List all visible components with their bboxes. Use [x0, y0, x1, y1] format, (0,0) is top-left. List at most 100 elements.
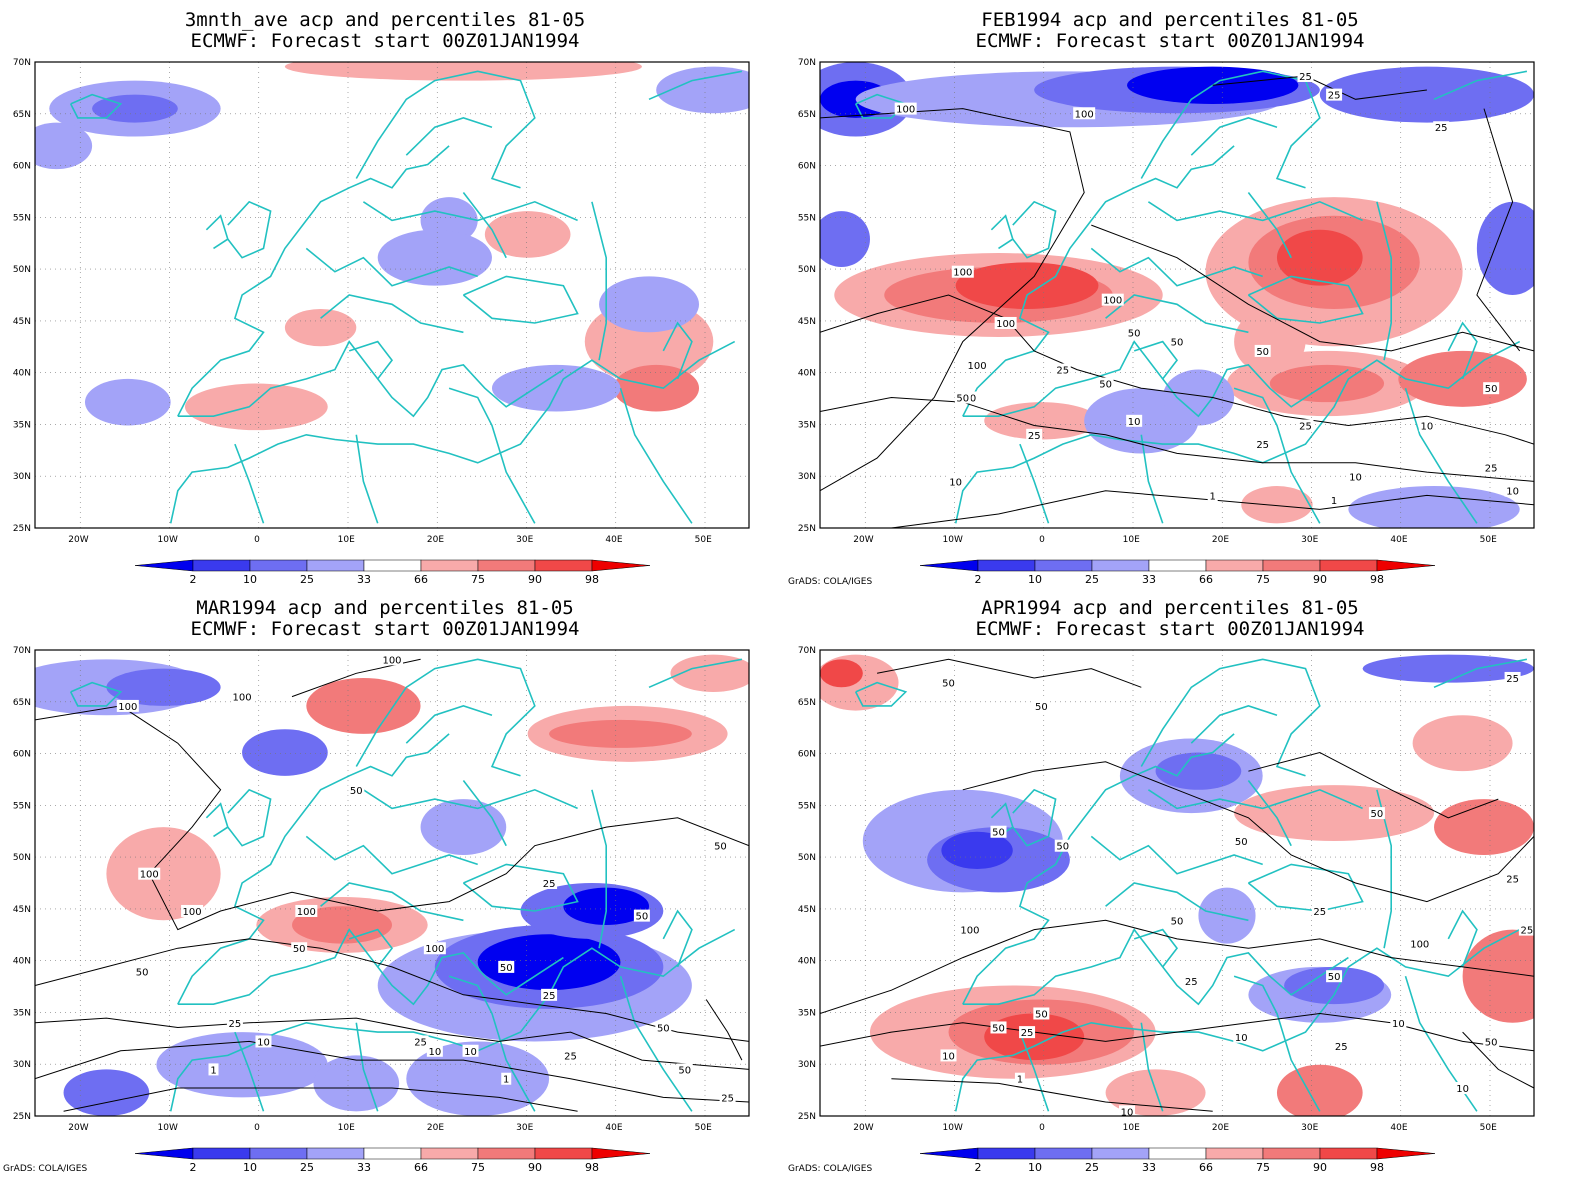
anomaly-blob [955, 262, 1099, 309]
contour-label: 50 [1128, 328, 1141, 339]
coastline [348, 340, 394, 380]
contour-label-bg [1333, 1040, 1350, 1053]
contour-label-bg [1101, 293, 1124, 306]
colorbar-segment [306, 1147, 365, 1160]
colorbar-label: 10 [243, 1161, 257, 1174]
contour-label-bg [966, 358, 989, 371]
colorbar-segment [1148, 1147, 1207, 1160]
coastline [462, 275, 579, 324]
lat-tick-label: 30N [798, 1060, 816, 1070]
contour-line [1248, 751, 1499, 819]
anomaly-blob [549, 719, 692, 748]
contour-label: 25 [543, 879, 556, 890]
coastline [69, 681, 123, 707]
coastline [962, 928, 1349, 1006]
contour-label: 50 [1056, 842, 1069, 853]
coastline [1247, 863, 1364, 912]
contour-label-bg [1119, 1105, 1136, 1116]
coastline [1140, 434, 1164, 524]
anomaly-blob [599, 276, 700, 333]
coastline [1147, 200, 1363, 222]
contour-label-bg [994, 316, 1017, 329]
coastline [1140, 70, 1321, 189]
lon-tick-label: 10E [338, 1123, 355, 1133]
anomaly-blob [820, 211, 870, 268]
contour-label: 1 [1331, 496, 1337, 507]
anomaly-blob [1276, 1064, 1363, 1116]
contour-label-bg [412, 1035, 429, 1048]
anomaly-blob [477, 934, 621, 991]
coastline [1433, 70, 1528, 101]
contour-label: 100 [425, 944, 444, 955]
contour-label-bg [562, 1049, 579, 1062]
coastline [1090, 835, 1263, 875]
coastline [177, 340, 564, 418]
anomaly-blob [656, 66, 749, 114]
colorbar-label: 33 [357, 1161, 371, 1174]
lat-tick-label: 70N [13, 646, 31, 656]
contour-label-bg [1019, 1026, 1036, 1039]
coastline [405, 117, 493, 156]
contour-label: 50 [1035, 1009, 1048, 1020]
coastline [1090, 247, 1263, 287]
coastline [362, 200, 578, 222]
colorbar: 2 10 25 33 66 75 90 98 [919, 559, 1436, 586]
colorbar-label: 2 [190, 573, 197, 586]
contour-label-bg [426, 1044, 443, 1057]
contour-label-bg [1311, 904, 1328, 917]
lat-tick-label: 55N [798, 801, 816, 811]
contour-line [705, 999, 743, 1061]
coastline [854, 681, 908, 707]
contour-label-bg [1033, 699, 1050, 712]
lat-tick-label: 55N [798, 213, 816, 223]
contour-label-bg [1454, 1082, 1471, 1095]
contour-label: 10 [949, 477, 962, 488]
colorbar-segment [1148, 559, 1207, 572]
grads-credit: GrADS: COLA/IGES [788, 577, 873, 587]
contour-line [891, 1078, 1213, 1112]
coastline [448, 387, 536, 524]
lon-tick-label: 20W [68, 535, 88, 545]
lon-tick-label: 20E [1212, 535, 1229, 545]
lat-tick-label: 60N [13, 750, 31, 760]
contour-label: 50 [1485, 1037, 1498, 1048]
coastline [177, 733, 450, 1005]
coastline [954, 928, 1521, 1112]
contour-label: 50 [1171, 338, 1184, 349]
panel-title-line1: MAR1994 acp and percentiles 81-05 [196, 597, 574, 619]
lon-tick-label: 20W [853, 535, 873, 545]
contour-label: 100 [953, 268, 972, 279]
lon-tick-label: 50E [695, 535, 712, 545]
contour-label: 10 [1506, 487, 1519, 498]
lon-tick-label: 50E [695, 1123, 712, 1133]
contour-label-bg [1026, 428, 1043, 441]
contour-label-bg [1390, 1016, 1407, 1029]
map-frame [34, 61, 750, 529]
coastline [355, 1022, 379, 1112]
contour-label: 25 [1021, 1028, 1034, 1039]
colorbar-segment [534, 1147, 593, 1160]
lon-tick-label: 40E [1390, 1123, 1407, 1133]
colorbar-arrow-right [1376, 1147, 1436, 1160]
coastline [1247, 780, 1292, 847]
contour-label-bg [1014, 1072, 1025, 1085]
colorbar-segment [977, 1147, 1036, 1160]
colorbar-segment [1319, 559, 1378, 572]
anomaly-blob [242, 729, 328, 776]
anomaly-blob [1434, 799, 1534, 856]
contour-label-bg [990, 825, 1007, 838]
anomaly-blob [1348, 486, 1520, 528]
contour-label-bg [231, 690, 254, 703]
contour-label-bg [1097, 377, 1114, 390]
contour-label: 25 [1435, 123, 1448, 134]
colorbar-segment [420, 1147, 479, 1160]
contour-label: 50 [1099, 380, 1112, 391]
panel-title-line2: ECMWF: Forecast start 00Z01JAN1994 [190, 30, 580, 52]
colorbar-label: 90 [1313, 1161, 1327, 1174]
coastline [320, 882, 464, 922]
coastline [1233, 387, 1321, 524]
contour-line [820, 1012, 1534, 1052]
colorbar-label: 75 [471, 573, 485, 586]
lat-tick-label: 30N [798, 472, 816, 482]
